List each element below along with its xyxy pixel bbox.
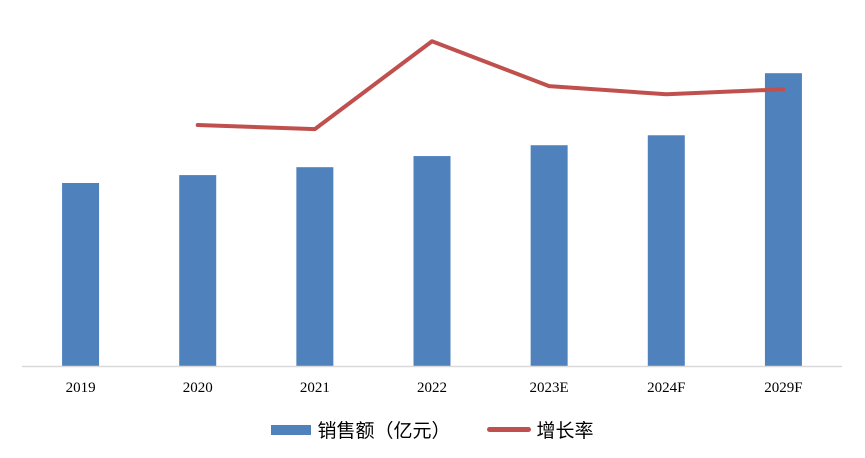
bar-2022 [413, 156, 451, 366]
growth-line [195, 39, 786, 132]
bar-2023E [530, 145, 568, 366]
bar-2021 [296, 167, 334, 366]
bar-2024F [647, 135, 685, 366]
legend-item-sales: 销售额（亿元） [271, 416, 451, 443]
legend-swatch-bar [271, 424, 312, 435]
x-tick-label: 2020 [183, 380, 213, 396]
bar-2019 [62, 183, 100, 366]
bar-2029F [764, 73, 802, 366]
x-tick-label: 2022 [417, 380, 447, 396]
x-tick-label: 2024F [647, 380, 685, 396]
x-tick-label: 2023E [530, 380, 569, 396]
legend-label: 销售额（亿元） [317, 420, 451, 442]
legend-item-growth: 增长率 [486, 416, 594, 443]
plot-area: 2019 2020 2021 2022 2023E 2024F 2029F [22, 39, 842, 396]
legend-label: 增长率 [536, 420, 594, 442]
x-tick-label: 2021 [300, 380, 330, 396]
legend-swatch-line [486, 427, 531, 432]
bar-2020 [179, 175, 217, 366]
x-tick-label: 2029F [764, 380, 802, 396]
legend: 销售额（亿元） 增长率 [0, 416, 865, 443]
x-tick-label: 2019 [66, 380, 96, 396]
